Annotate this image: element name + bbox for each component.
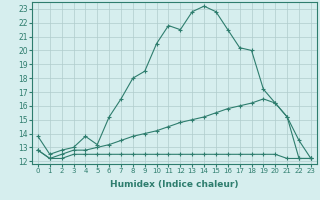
X-axis label: Humidex (Indice chaleur): Humidex (Indice chaleur) bbox=[110, 180, 239, 189]
